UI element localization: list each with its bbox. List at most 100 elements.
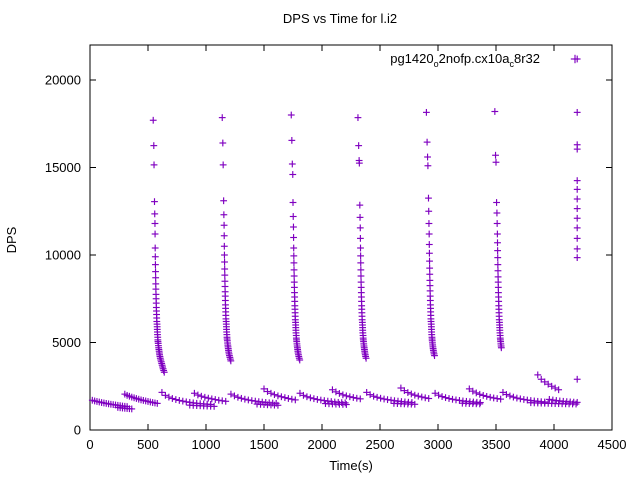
data-point bbox=[310, 395, 318, 403]
data-point bbox=[424, 162, 432, 170]
data-point bbox=[425, 220, 433, 227]
data-point bbox=[356, 213, 364, 221]
data-point bbox=[362, 354, 370, 362]
data-point bbox=[516, 395, 524, 403]
data-point bbox=[425, 395, 433, 402]
data-point bbox=[220, 242, 228, 250]
data-point bbox=[237, 394, 245, 402]
data-point bbox=[290, 234, 297, 241]
data-point bbox=[356, 201, 364, 209]
data-point bbox=[303, 393, 311, 401]
data-point bbox=[497, 344, 505, 352]
data-point bbox=[494, 267, 502, 275]
data-point bbox=[551, 384, 559, 392]
data-point bbox=[380, 395, 388, 403]
data-point bbox=[435, 391, 442, 399]
data-point bbox=[307, 394, 314, 402]
data-point bbox=[290, 259, 298, 267]
data-point bbox=[153, 400, 161, 407]
data-point bbox=[274, 392, 282, 400]
legend[interactable]: pg1420o2nofp.cx10ac8r32 bbox=[390, 51, 580, 69]
data-point bbox=[149, 116, 157, 124]
data-point bbox=[291, 396, 299, 404]
data-point bbox=[194, 391, 202, 399]
x-tick-label: 2000 bbox=[308, 437, 337, 452]
data-point bbox=[425, 230, 433, 238]
data-point bbox=[211, 396, 219, 403]
data-point bbox=[469, 387, 477, 395]
data-point bbox=[172, 396, 180, 403]
data-point bbox=[357, 259, 365, 267]
data-point bbox=[158, 388, 166, 396]
data-point bbox=[425, 241, 433, 248]
data-point bbox=[573, 205, 581, 213]
data-point bbox=[510, 393, 517, 401]
data-point bbox=[220, 221, 228, 229]
data-point bbox=[274, 401, 282, 409]
data-point bbox=[548, 382, 556, 390]
tick-labels: 0 5000 10000 15000 20000 0 500 1000 1500 2000 2500… bbox=[45, 73, 627, 453]
data-point bbox=[221, 258, 228, 266]
data-point bbox=[356, 395, 364, 403]
data-point bbox=[357, 244, 364, 252]
data-point bbox=[290, 272, 298, 280]
data-point bbox=[544, 380, 552, 388]
data-point bbox=[363, 388, 371, 396]
data-point bbox=[264, 388, 271, 395]
data-point bbox=[424, 153, 431, 161]
data-point bbox=[573, 254, 581, 262]
data-point bbox=[494, 239, 501, 247]
data-point bbox=[431, 352, 438, 360]
data-point bbox=[165, 393, 173, 401]
data-point bbox=[151, 244, 159, 252]
data-point bbox=[493, 220, 501, 227]
data-point bbox=[404, 389, 412, 396]
data-point bbox=[503, 391, 510, 398]
data-point bbox=[267, 389, 275, 397]
x-tick-label: 3000 bbox=[424, 437, 453, 452]
data-point bbox=[339, 391, 347, 399]
data-point bbox=[150, 142, 158, 150]
data-point bbox=[179, 397, 187, 405]
data-point bbox=[513, 394, 521, 402]
data-point bbox=[499, 388, 507, 396]
data-point bbox=[357, 252, 365, 260]
data-point bbox=[175, 397, 183, 404]
y-tick-label: 10000 bbox=[45, 248, 81, 263]
data-point bbox=[414, 392, 422, 400]
data-point bbox=[151, 210, 159, 218]
data-point bbox=[573, 234, 581, 242]
data-point bbox=[150, 161, 158, 169]
data-point bbox=[342, 392, 350, 400]
x-tick-label: 1000 bbox=[192, 437, 221, 452]
data-point bbox=[329, 386, 336, 394]
data-point bbox=[545, 395, 553, 403]
data-point bbox=[244, 396, 252, 404]
data-point bbox=[128, 405, 136, 413]
data-point bbox=[366, 391, 374, 399]
x-tick-label: 4500 bbox=[598, 437, 627, 452]
data-point bbox=[221, 271, 229, 279]
data-point bbox=[271, 391, 278, 399]
data-point bbox=[300, 391, 307, 399]
data-point bbox=[289, 171, 297, 178]
x-tick-label: 500 bbox=[137, 437, 159, 452]
data-point bbox=[289, 213, 297, 220]
legend-series-label: pg1420o2nofp.cx10ac8r32 bbox=[390, 51, 540, 69]
data-point bbox=[278, 393, 285, 401]
data-point bbox=[492, 151, 499, 159]
data-point bbox=[573, 177, 581, 185]
data-point bbox=[541, 378, 549, 386]
data-point bbox=[534, 371, 542, 379]
data-point bbox=[241, 395, 249, 403]
data-point bbox=[483, 393, 491, 400]
data-point bbox=[168, 395, 176, 402]
data-point bbox=[426, 257, 433, 265]
data-point bbox=[219, 139, 227, 147]
data-point bbox=[573, 185, 581, 193]
data-point bbox=[573, 195, 581, 203]
data-point bbox=[151, 198, 158, 206]
data-point bbox=[411, 400, 419, 408]
